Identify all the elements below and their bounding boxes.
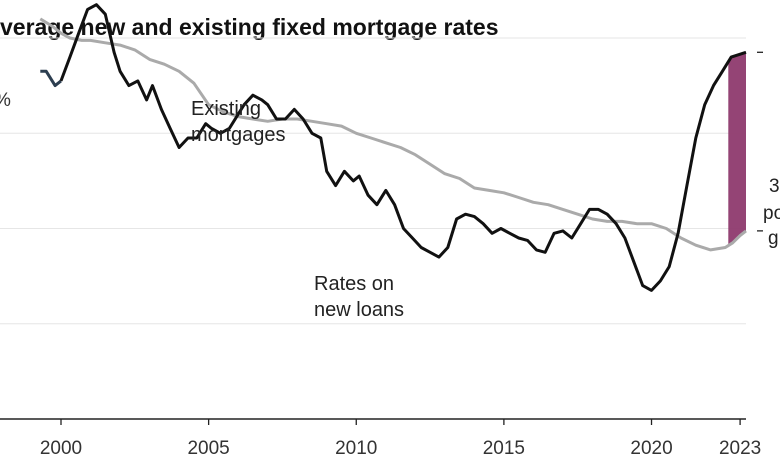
new-loans-label-line: Rates on (314, 273, 394, 295)
x-axis: 2000 2005 2010 2015 2020 2023 (0, 418, 761, 459)
x-tick-label-2023: 2023 (719, 438, 761, 459)
chart-labels: Existing mortgages Rates on new loans 3 po g (191, 51, 780, 321)
gap-annotation-line: 3 (769, 176, 780, 197)
gap-fill-layer (728, 52, 746, 246)
existing-mortgages-label-line: mortgages (191, 124, 286, 146)
new-loans-line-early (40, 69, 62, 88)
new-loans-label: Rates on new loans (314, 273, 404, 321)
y-tick-label-partial: % (0, 90, 11, 111)
existing-mortgages-label-line: Existing (191, 98, 261, 120)
gap-annotation-line: g (768, 228, 779, 249)
x-tick-label-2000: 2000 (40, 438, 82, 459)
rate-gap-area (728, 52, 746, 246)
new-loans-line (59, 3, 747, 292)
x-tick-label-2005: 2005 (187, 438, 229, 459)
x-tick-label-2015: 2015 (483, 438, 525, 459)
gap-annotation-line: po (763, 203, 780, 224)
x-tick-label-2020: 2020 (630, 438, 672, 459)
existing-mortgages-label: Existing mortgages (191, 98, 286, 146)
series-lines (39, 3, 747, 292)
existing-mortgages-line (39, 17, 747, 252)
gridlines: % (0, 37, 746, 325)
new-loans-label-line: new loans (314, 299, 404, 321)
x-tick-label-2010: 2010 (335, 438, 377, 459)
